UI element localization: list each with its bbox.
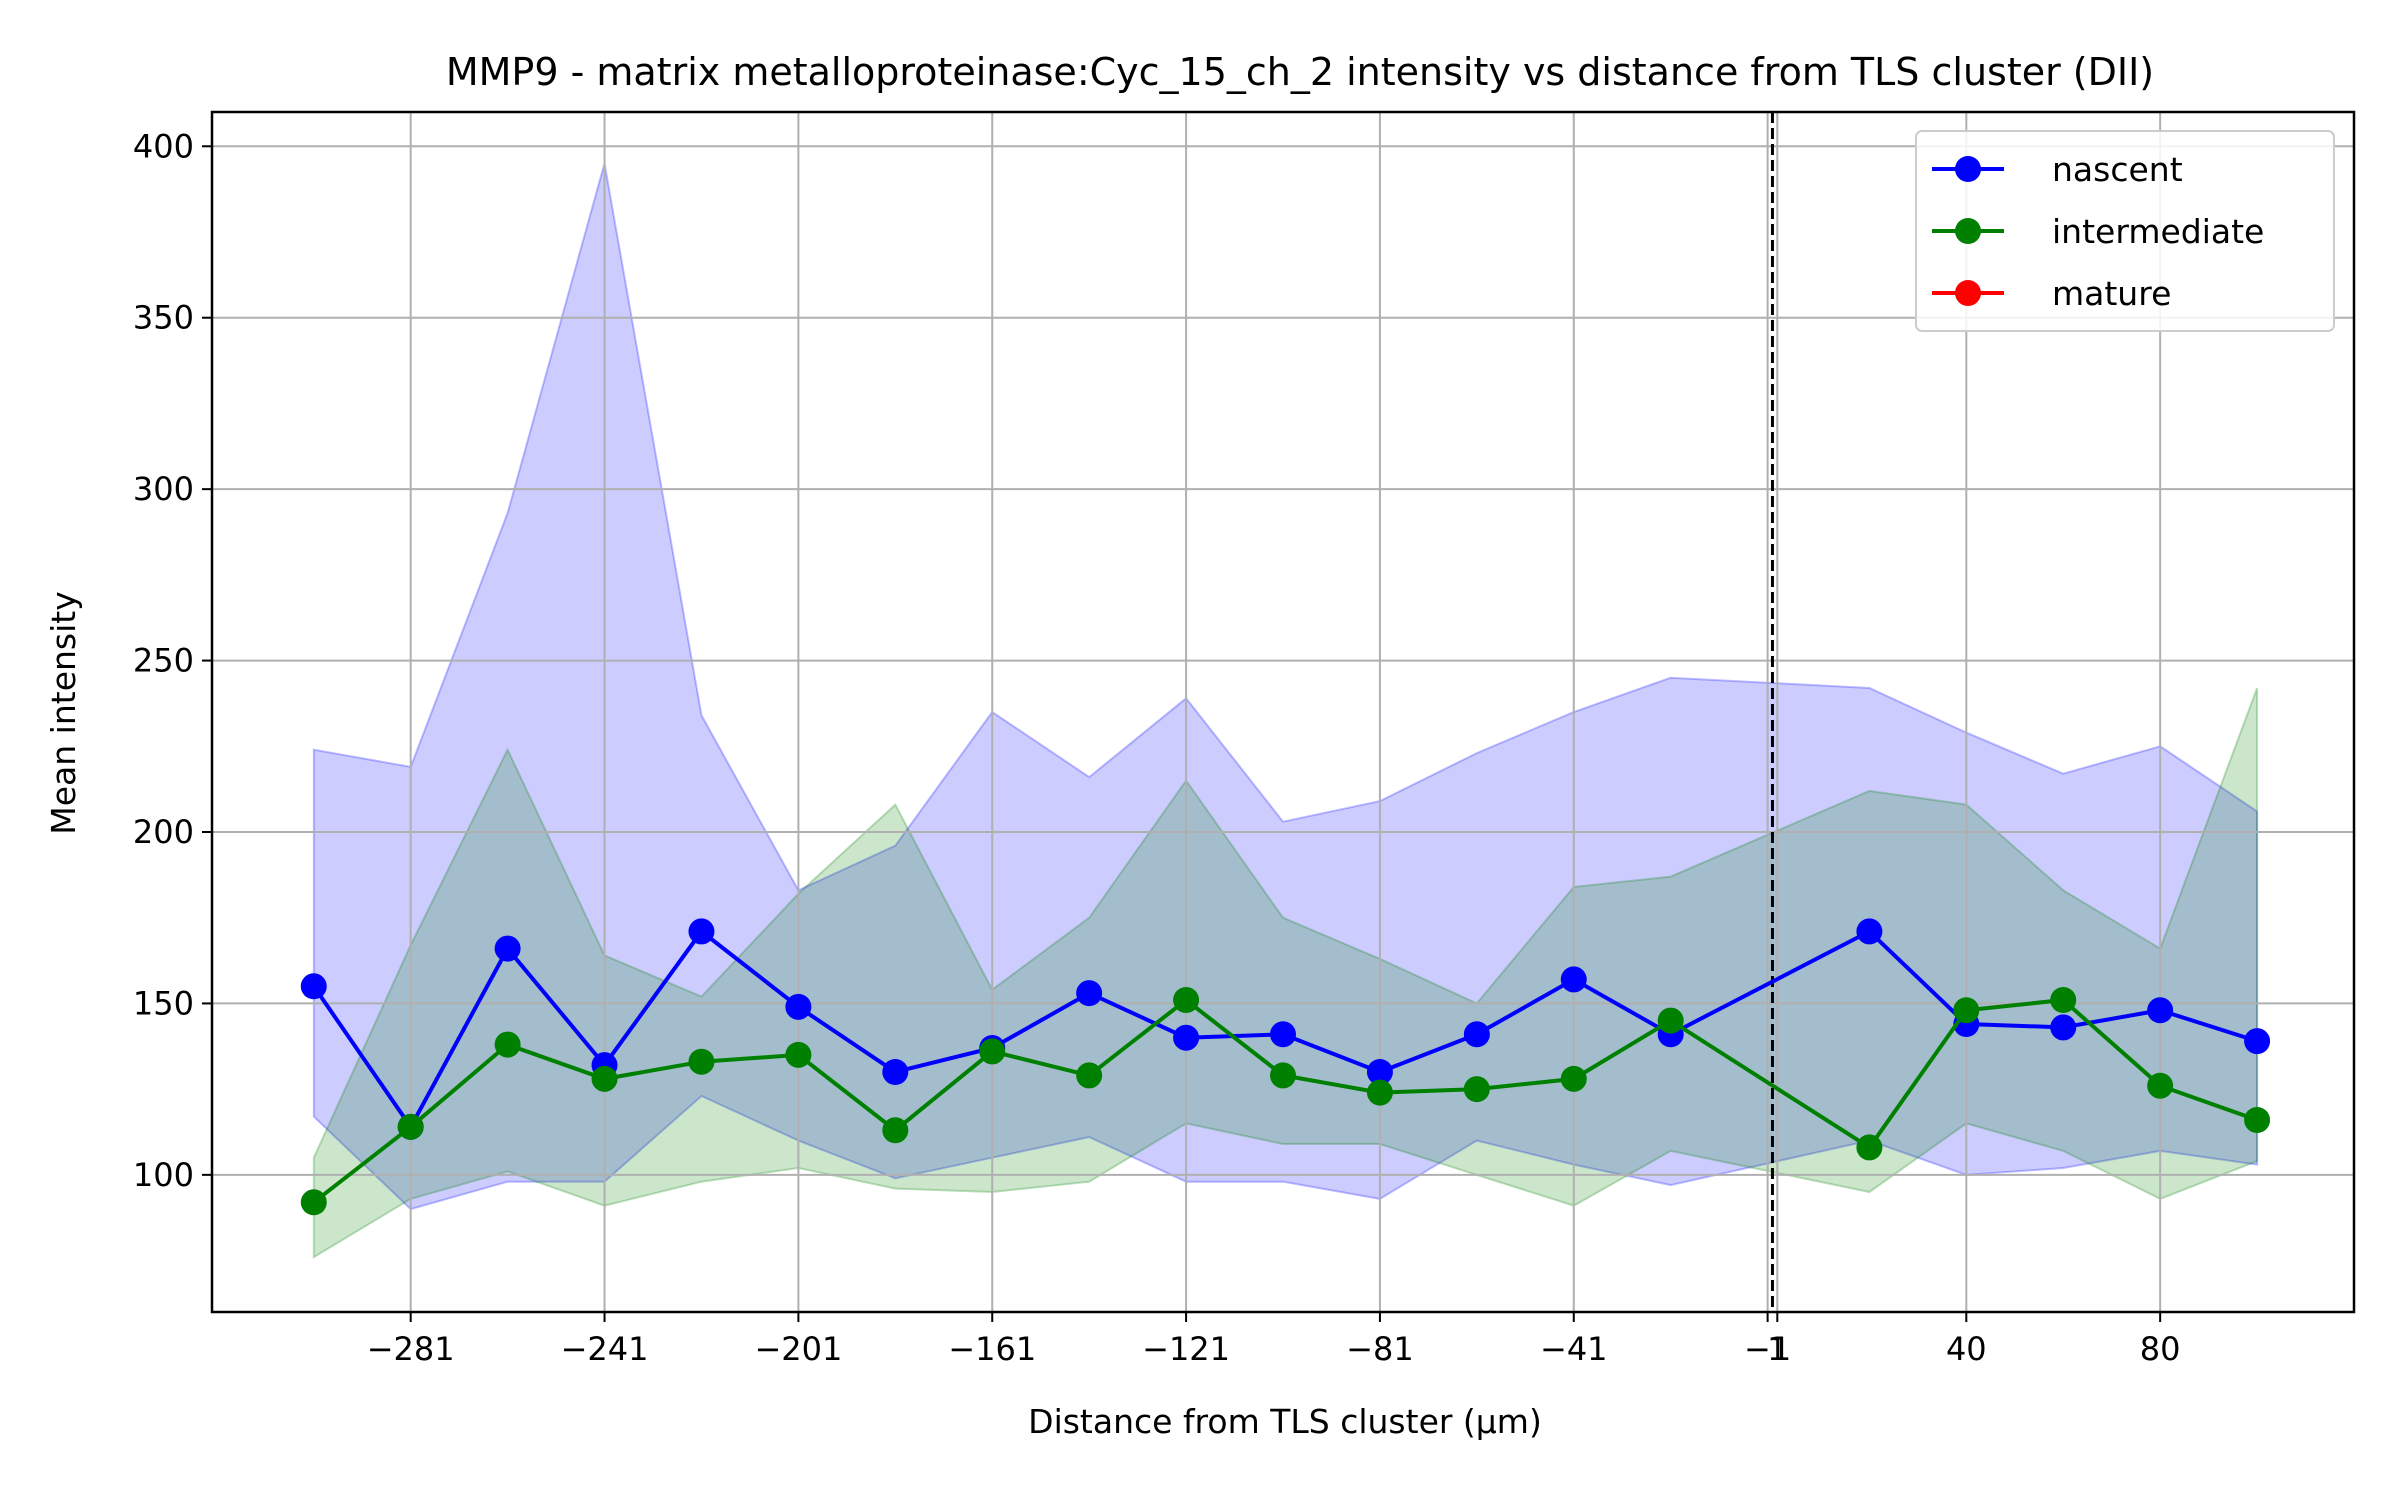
legend: nascent intermediate mature <box>1915 130 2335 332</box>
point-intermediate <box>1657 1007 1684 1034</box>
point-nascent <box>494 935 521 962</box>
point-intermediate <box>882 1117 909 1144</box>
x-tick-label: −121 <box>1142 1330 1230 1368</box>
point-nascent <box>882 1059 909 1085</box>
y-tick-label: 300 <box>133 470 194 508</box>
y-tick-label: 350 <box>133 299 194 337</box>
point-nascent <box>1270 1021 1296 1048</box>
legend-marker-nascent <box>1955 156 1981 182</box>
x-tick-label: −41 <box>1540 1330 1608 1368</box>
point-nascent <box>1076 980 1103 1007</box>
x-tick-label: −281 <box>367 1330 455 1368</box>
legend-label-intermediate: intermediate <box>2052 212 2264 251</box>
y-tick-label: 150 <box>133 984 194 1022</box>
point-nascent <box>785 993 812 1020</box>
x-tick-label: −201 <box>754 1330 842 1368</box>
point-intermediate <box>1270 1062 1296 1089</box>
point-intermediate <box>1366 1079 1393 1106</box>
chart-title: MMP9 - matrix metalloproteinase:Cyc_15_c… <box>446 50 2154 94</box>
point-nascent <box>2050 1014 2077 1041</box>
legend-marker-intermediate <box>1955 218 1981 244</box>
x-tick-label: 40 <box>1946 1330 1987 1368</box>
legend-box <box>1915 130 2335 332</box>
plot-frame <box>210 110 2356 1314</box>
point-intermediate <box>1856 1134 1883 1161</box>
point-intermediate <box>979 1038 1006 1065</box>
x-tick-label: −161 <box>948 1330 1036 1368</box>
legend-label-mature: mature <box>2052 274 2171 313</box>
y-tick-label: 100 <box>133 1156 194 1194</box>
x-tick-label: −1 <box>1744 1330 1791 1368</box>
ticks: −281 −241 −201 −161 −121 −81 −41 −11 40 80 100 150 2… <box>133 127 2181 1368</box>
point-nascent <box>1856 918 1883 945</box>
y-axis-label: Mean intensity <box>44 591 83 834</box>
point-nascent <box>300 973 327 1000</box>
point-nascent <box>1560 966 1587 993</box>
x-tick-label: −241 <box>561 1330 649 1368</box>
point-intermediate <box>1953 997 1980 1024</box>
point-nascent <box>688 918 715 945</box>
point-intermediate <box>2147 1072 2174 1099</box>
line-intermediate <box>312 997 2258 1204</box>
x-tick-label: 80 <box>2140 1330 2181 1368</box>
y-tick-label: 200 <box>133 813 194 851</box>
point-nascent <box>1366 1059 1393 1085</box>
point-nascent <box>2244 1028 2271 1055</box>
point-nascent <box>2147 997 2174 1024</box>
point-intermediate <box>785 1041 812 1068</box>
point-intermediate <box>1076 1062 1103 1089</box>
point-intermediate <box>2244 1107 2271 1133</box>
point-intermediate <box>591 1065 618 1092</box>
series-lines <box>300 918 2271 1216</box>
axes <box>210 110 2356 1314</box>
point-intermediate <box>2050 987 2077 1013</box>
point-intermediate <box>300 1189 327 1216</box>
y-tick-label: 250 <box>133 642 194 680</box>
point-intermediate <box>1463 1076 1490 1103</box>
point-intermediate <box>397 1113 424 1140</box>
legend-label-nascent: nascent <box>2052 150 2183 189</box>
point-intermediate <box>688 1048 715 1075</box>
point-intermediate <box>494 1031 521 1058</box>
x-axis-label: Distance from TLS cluster (μm) <box>1028 1402 1542 1441</box>
point-nascent <box>1463 1021 1490 1048</box>
y-tick-label: 400 <box>133 127 194 165</box>
x-tick-label: −81 <box>1346 1330 1414 1368</box>
point-intermediate <box>1173 987 1200 1013</box>
x-tick-label: 1 <box>1767 1330 1787 1368</box>
point-nascent <box>1173 1024 1200 1051</box>
point-intermediate <box>1560 1065 1587 1092</box>
legend-marker-mature <box>1955 280 1981 306</box>
